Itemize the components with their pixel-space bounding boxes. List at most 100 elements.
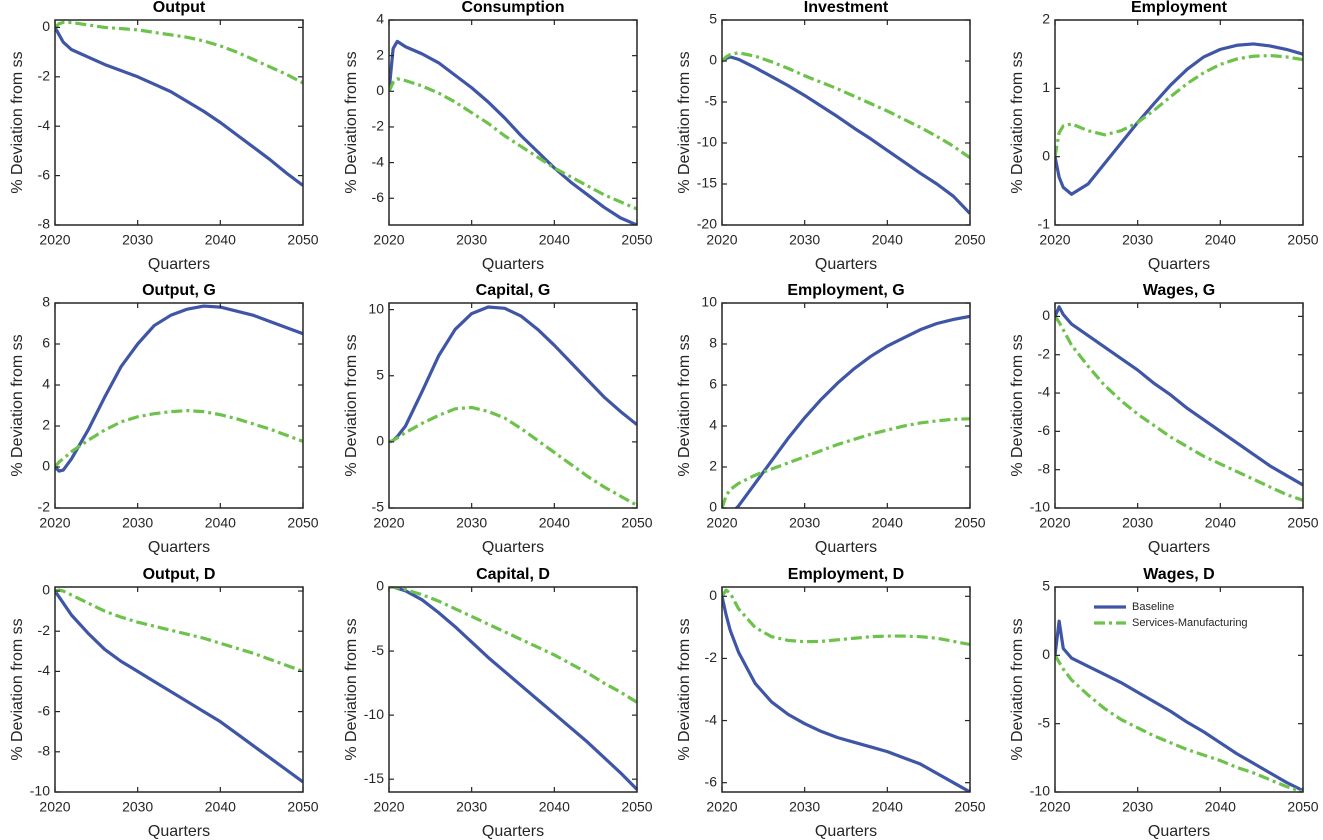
data-line [1055,42,1303,196]
plot-lines [389,587,637,791]
x-tick-label: 2030 [789,232,820,248]
y-tick-label: 4 [709,417,717,433]
plot-area [722,587,970,792]
x-tick-label: 2050 [1287,799,1318,815]
plot-lines [55,304,303,473]
y-tick-label: -6 [38,702,51,718]
data-line [55,304,303,473]
x-axis-label: Quarters [148,823,210,840]
y-tick-label: -10 [30,783,50,799]
axes-box [1054,302,1304,509]
x-tick-label: 2050 [954,232,985,248]
y-tick-label: 6 [42,335,50,351]
y-tick-label: -8 [38,743,51,759]
data-line [1055,654,1303,792]
x-tick-label: 2030 [456,515,487,531]
legend-label: Services-Manufacturing [1132,617,1248,629]
x-tick-label: 2050 [621,515,652,531]
plot-lines [389,305,637,507]
x-tick-label: 2040 [1205,232,1236,248]
y-tick-label: 0 [376,433,384,449]
data-line [722,51,970,160]
x-tick-label: 2020 [1039,232,1070,248]
x-tick-label: 2020 [706,515,737,531]
x-tick-label: 2050 [621,232,652,248]
x-tick-label: 2030 [789,515,820,531]
subplot: 2020 2030 2040 2050 -2 0 2 4 6 8 Output, G Quarters… [9,282,319,556]
legend-label: Baseline [1132,601,1174,613]
y-tick-label: 8 [709,335,717,351]
plot-area [55,20,303,225]
legend-box [1090,595,1295,641]
x-tick-label: 2040 [539,232,570,248]
y-tick-label: -2 [38,499,51,515]
subplot-title: Wages, G [1143,282,1215,299]
data-line [389,587,637,704]
subplot: 2020 2030 2040 2050 -6 -4 -2 0 Employment, D Quar… [676,566,986,840]
x-axis-label: Quarters [1148,256,1210,273]
data-line [55,588,303,673]
y-tick-label: 0 [42,582,50,598]
y-tick-label: -15 [364,770,384,786]
y-axis-label: % Deviation from ss [343,618,360,760]
y-axis-label: % Deviation from ss [9,51,26,193]
data-line [389,405,637,507]
subplot: 2020 2030 2040 2050 -6 -4 -2 0 2 4 Consumption Quar… [343,0,653,273]
x-tick-label: 2030 [1122,799,1153,815]
y-tick-label: 0 [376,82,384,98]
y-tick-label: 0 [709,587,717,603]
y-tick-label: -4 [372,153,385,169]
x-tick-label: 2020 [1039,799,1070,815]
y-tick-label: 4 [42,376,50,392]
y-tick-label: -15 [697,175,717,191]
y-tick-label: -5 [372,642,385,658]
axes-box [721,586,971,793]
y-tick-label: -6 [38,166,51,182]
x-tick-label: 2040 [872,515,903,531]
x-tick-label: 2030 [122,799,153,815]
y-tick-label: -10 [1030,783,1050,799]
y-axis-label: % Deviation from ss [9,334,26,476]
subplot: 2020 2030 2040 2050 -5 0 5 10 Capital, G Quarters… [343,282,653,556]
y-tick-label: -6 [1038,422,1051,438]
subplot: 2020 2030 2040 2050 -15 -10 -5 0 Capital, D Quart… [343,566,653,840]
data-line [1055,619,1303,792]
x-tick-label: 2020 [1039,515,1070,531]
x-tick-label: 2040 [205,515,236,531]
subplot-title: Employment, D [788,566,904,583]
x-tick-label: 2050 [954,799,985,815]
plot-area [389,587,637,792]
subplot-title: Employment, G [787,282,904,299]
data-line [722,417,970,508]
x-tick-label: 2040 [539,515,570,531]
y-axis-label: % Deviation from ss [9,618,26,760]
subplot-title: Investment [804,0,889,16]
x-tick-label: 2020 [373,515,404,531]
y-tick-label: -4 [38,662,51,678]
y-tick-label: 1 [1042,79,1050,95]
x-tick-label: 2020 [373,232,404,248]
plot-lines [55,20,303,187]
x-tick-label: 2030 [122,232,153,248]
axes-box [388,19,638,226]
x-axis-label: Quarters [148,256,210,273]
y-tick-label: -8 [1038,460,1051,476]
y-axis-label: % Deviation from ss [1009,618,1026,760]
y-tick-label: 2 [709,458,717,474]
x-tick-label: 2020 [39,799,70,815]
x-tick-label: 2050 [621,799,652,815]
x-tick-label: 2030 [1122,232,1153,248]
data-line [389,305,637,444]
plot-area [389,303,637,508]
y-tick-label: -5 [372,499,385,515]
y-tick-label: 10 [368,300,384,316]
x-axis-label: Quarters [1148,539,1210,556]
x-tick-label: 2030 [122,515,153,531]
axes-box [721,19,971,226]
x-axis-label: Quarters [148,539,210,556]
y-tick-label: 8 [42,294,50,310]
y-axis-label: % Deviation from ss [1009,51,1026,193]
subplot: 2020 2030 2040 2050 -10 -8 -6 -4 -2 0 Output, D Qua… [9,566,319,840]
y-tick-label: 5 [1042,578,1050,594]
x-tick-label: 2040 [539,799,570,815]
